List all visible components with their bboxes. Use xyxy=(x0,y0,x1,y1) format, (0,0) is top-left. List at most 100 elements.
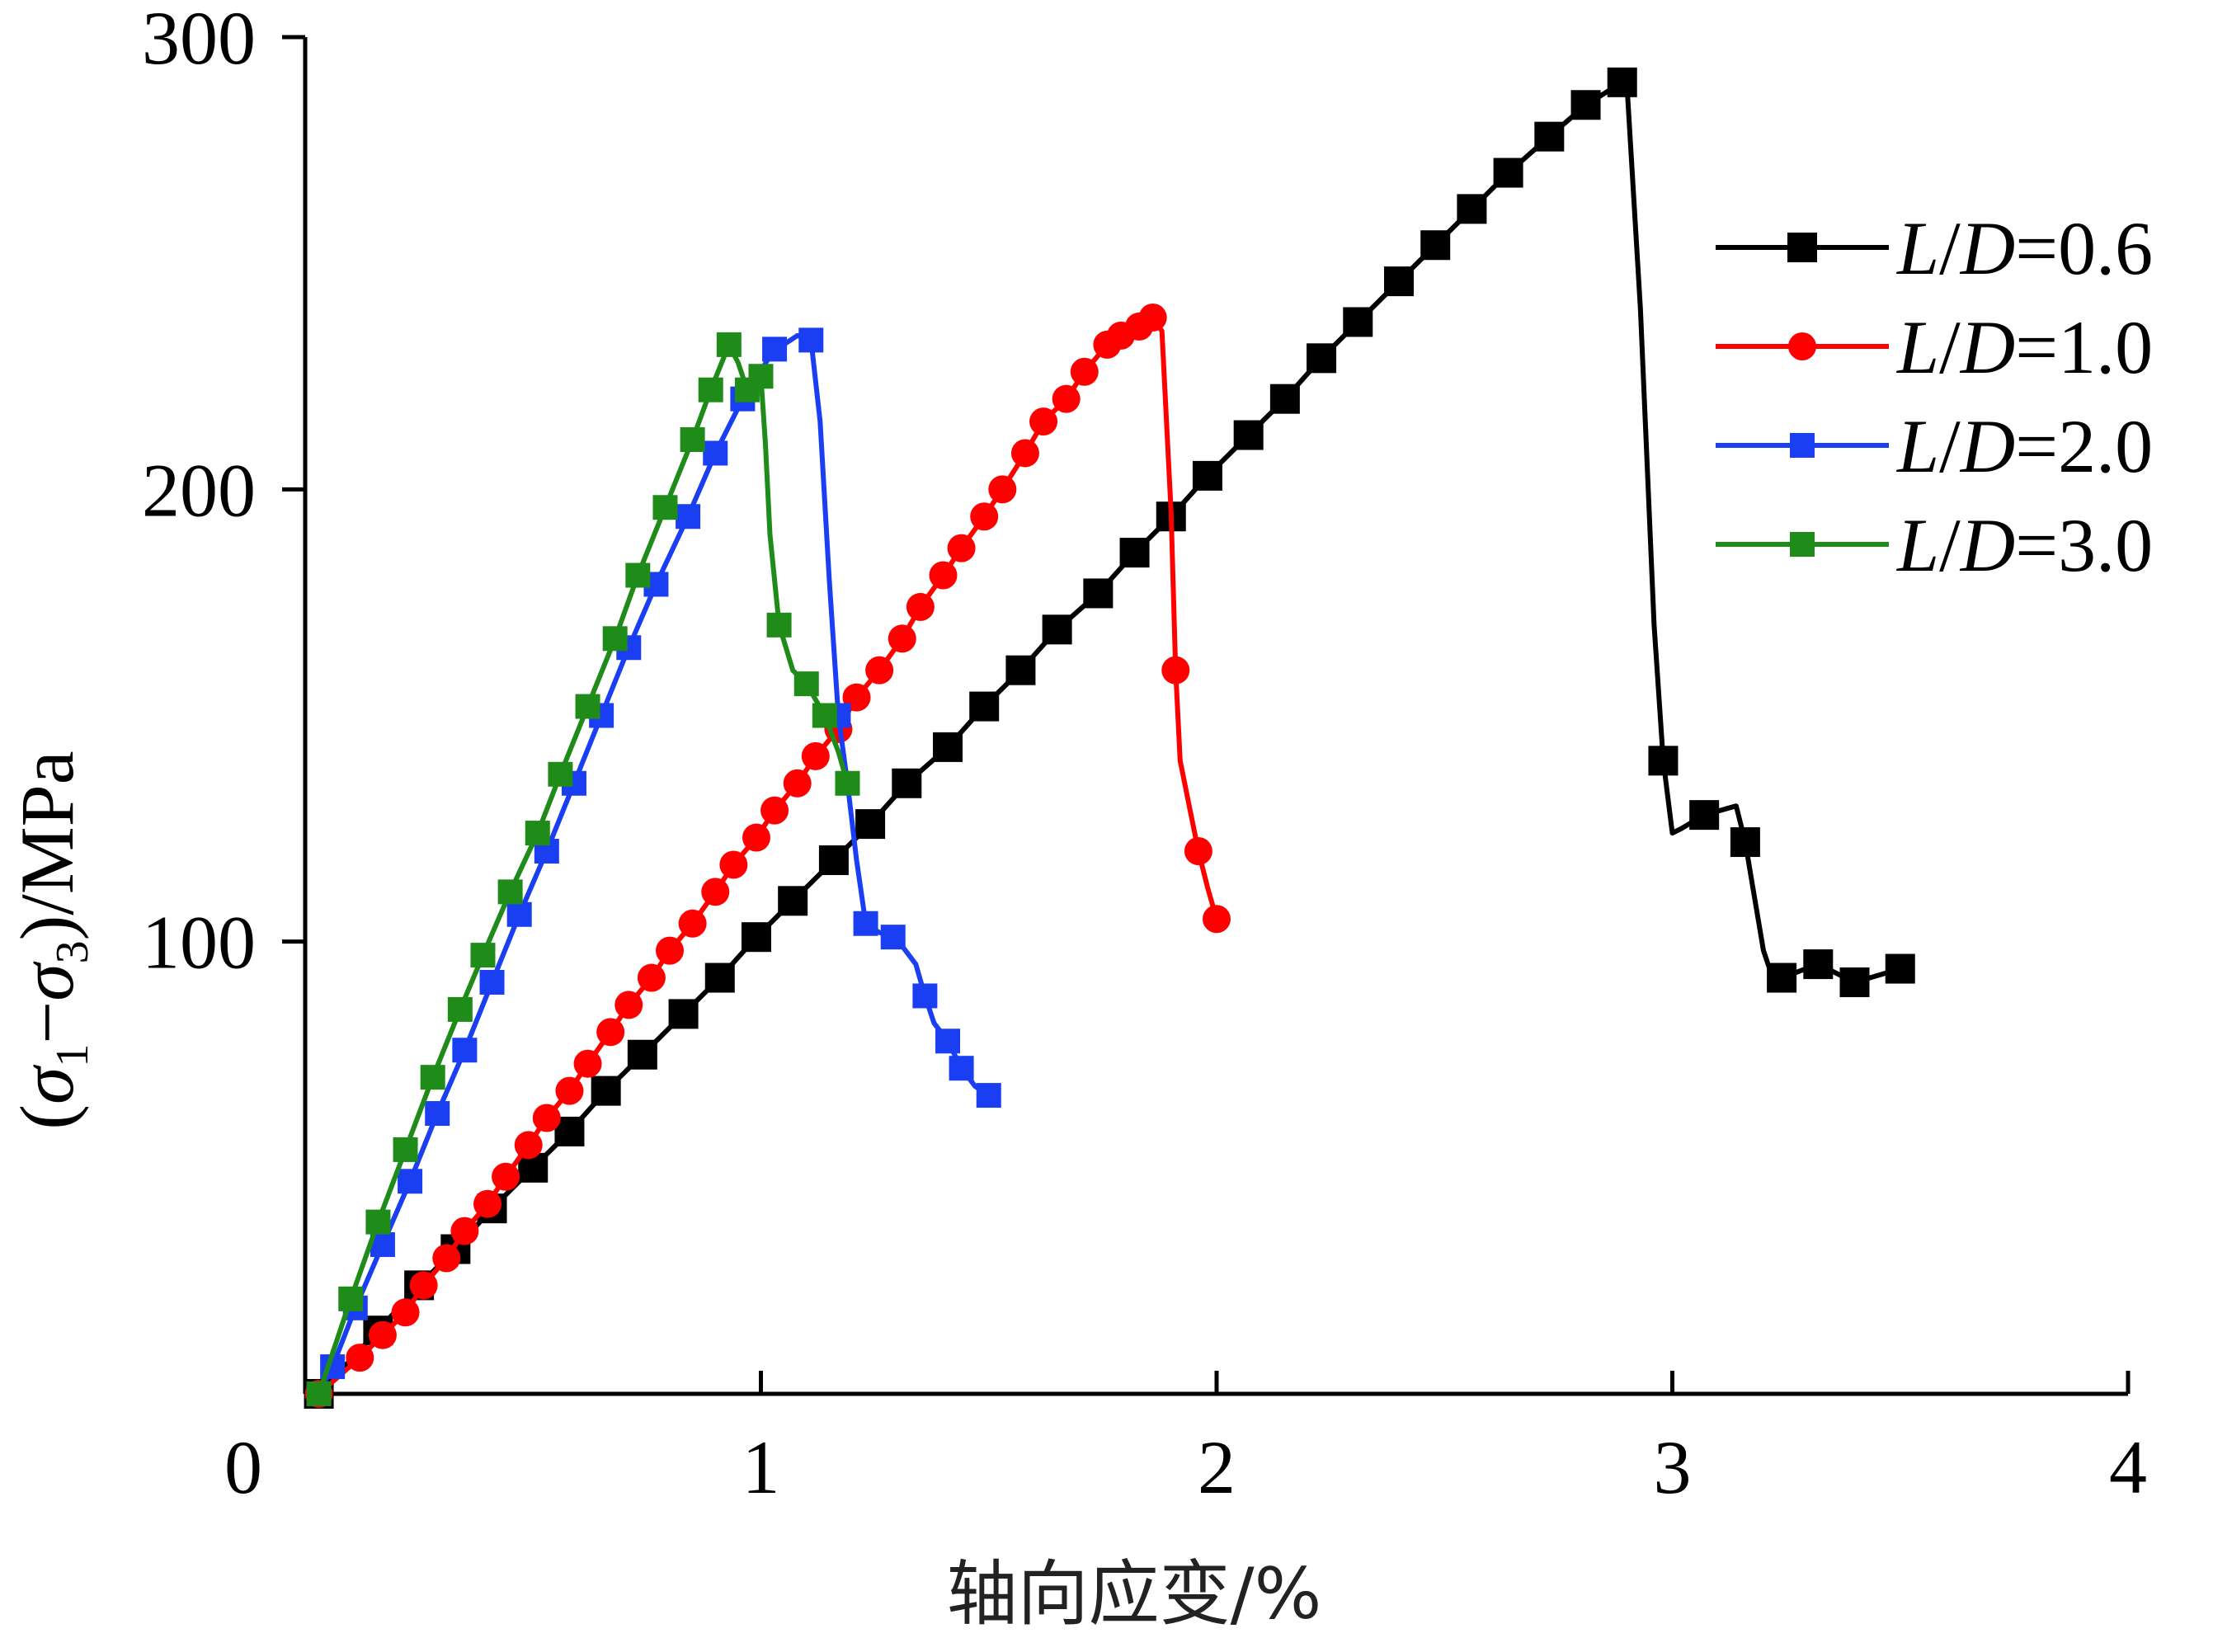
data-point xyxy=(1457,194,1487,224)
x-tick-label: 0 xyxy=(224,1425,262,1509)
data-point xyxy=(1052,384,1081,413)
legend: L/D=0.6L/D=1.0L/D=2.0L/D=3.0 xyxy=(1716,206,2153,587)
data-point xyxy=(949,1056,974,1081)
data-point xyxy=(479,970,505,995)
data-point xyxy=(766,612,792,638)
data-point xyxy=(420,1065,445,1090)
data-point xyxy=(701,878,730,906)
data-point xyxy=(497,879,523,905)
axes: 0 1 2 3 4 100 200 300 xyxy=(142,0,2147,1509)
data-point xyxy=(818,845,849,875)
data-point xyxy=(656,936,684,965)
legend-label-part: / xyxy=(1939,404,1961,488)
data-point xyxy=(1233,420,1264,450)
data-point xyxy=(1648,746,1679,776)
data-point xyxy=(929,561,958,590)
data-point xyxy=(976,1083,1001,1108)
data-point xyxy=(492,1162,520,1191)
legend-label-part: / xyxy=(1939,206,1961,290)
legend-label-part: / xyxy=(1939,305,1961,389)
data-point xyxy=(368,1320,397,1349)
data-point xyxy=(591,1075,621,1106)
data-point xyxy=(398,1169,423,1194)
y-title-close: )/MPa xyxy=(5,751,89,940)
data-point xyxy=(947,534,976,562)
data-point xyxy=(393,1137,418,1162)
data-point xyxy=(760,796,789,825)
data-point xyxy=(1203,905,1231,934)
data-point xyxy=(801,741,830,770)
series-line xyxy=(316,341,850,1395)
data-point xyxy=(1042,614,1072,645)
data-point xyxy=(680,427,705,453)
data-point xyxy=(778,886,808,916)
legend-label: L/D=1.0 xyxy=(1895,305,2153,389)
data-point xyxy=(338,1286,364,1311)
data-point xyxy=(1839,967,1870,998)
data-point xyxy=(988,475,1017,504)
data-point xyxy=(1083,578,1114,609)
data-point xyxy=(450,1217,479,1245)
data-point xyxy=(532,1104,561,1132)
data-point xyxy=(1010,439,1039,468)
data-point xyxy=(703,440,728,466)
data-point xyxy=(1269,384,1300,414)
data-point xyxy=(793,671,819,697)
data-point xyxy=(652,495,678,520)
legend-item: L/D=1.0 xyxy=(1716,305,2153,389)
legend-label-part: =1.0 xyxy=(2015,305,2153,389)
data-point xyxy=(676,504,701,529)
data-point xyxy=(855,809,886,840)
data-point xyxy=(1493,158,1523,188)
data-point xyxy=(935,1028,961,1054)
legend-label-part: =0.6 xyxy=(2015,206,2153,290)
data-point xyxy=(548,761,573,787)
data-point xyxy=(627,1039,657,1070)
data-point xyxy=(969,691,1000,722)
data-point xyxy=(1607,67,1637,97)
data-point xyxy=(555,1076,584,1105)
data-point xyxy=(741,922,771,953)
y-title-sigma1: σ xyxy=(5,1064,89,1104)
data-point xyxy=(892,768,922,798)
data-point xyxy=(1161,656,1190,685)
data-point xyxy=(1138,303,1167,332)
y-title-sub1: 1 xyxy=(47,1044,98,1067)
data-point xyxy=(506,901,532,927)
legend-label-part: =3.0 xyxy=(2015,503,2153,587)
data-point xyxy=(698,377,723,402)
y-title-sub3: 3 xyxy=(47,940,98,963)
legend-label-part: =2.0 xyxy=(2015,404,2153,488)
data-point xyxy=(853,911,878,936)
legend-label-part: D xyxy=(1959,404,2015,488)
legend-label-part: D xyxy=(1959,503,2015,587)
data-point xyxy=(625,562,651,588)
data-point xyxy=(812,703,837,728)
legend-label-part: D xyxy=(1959,305,2015,389)
data-point xyxy=(1005,655,1036,685)
data-point xyxy=(573,1049,602,1078)
data-point xyxy=(365,1209,391,1235)
data-point xyxy=(748,364,774,389)
data-point xyxy=(306,1381,332,1406)
data-point xyxy=(525,821,550,846)
data-point xyxy=(614,991,643,1019)
data-point xyxy=(425,1101,450,1127)
legend-label-part: L xyxy=(1895,404,1939,488)
legend-item: L/D=3.0 xyxy=(1716,503,2153,587)
data-point xyxy=(888,624,916,653)
data-point xyxy=(880,925,906,950)
data-point xyxy=(514,1131,543,1160)
data-point xyxy=(473,1189,501,1218)
data-point xyxy=(596,1018,625,1047)
legend-item: L/D=2.0 xyxy=(1716,404,2153,488)
data-point xyxy=(602,626,628,652)
data-point xyxy=(1343,307,1373,337)
data-point xyxy=(912,983,938,1009)
data-point xyxy=(391,1298,420,1327)
data-point xyxy=(716,332,742,357)
y-title-dash: − xyxy=(5,1001,89,1044)
x-tick-label: 1 xyxy=(742,1425,780,1509)
data-point xyxy=(678,909,707,938)
